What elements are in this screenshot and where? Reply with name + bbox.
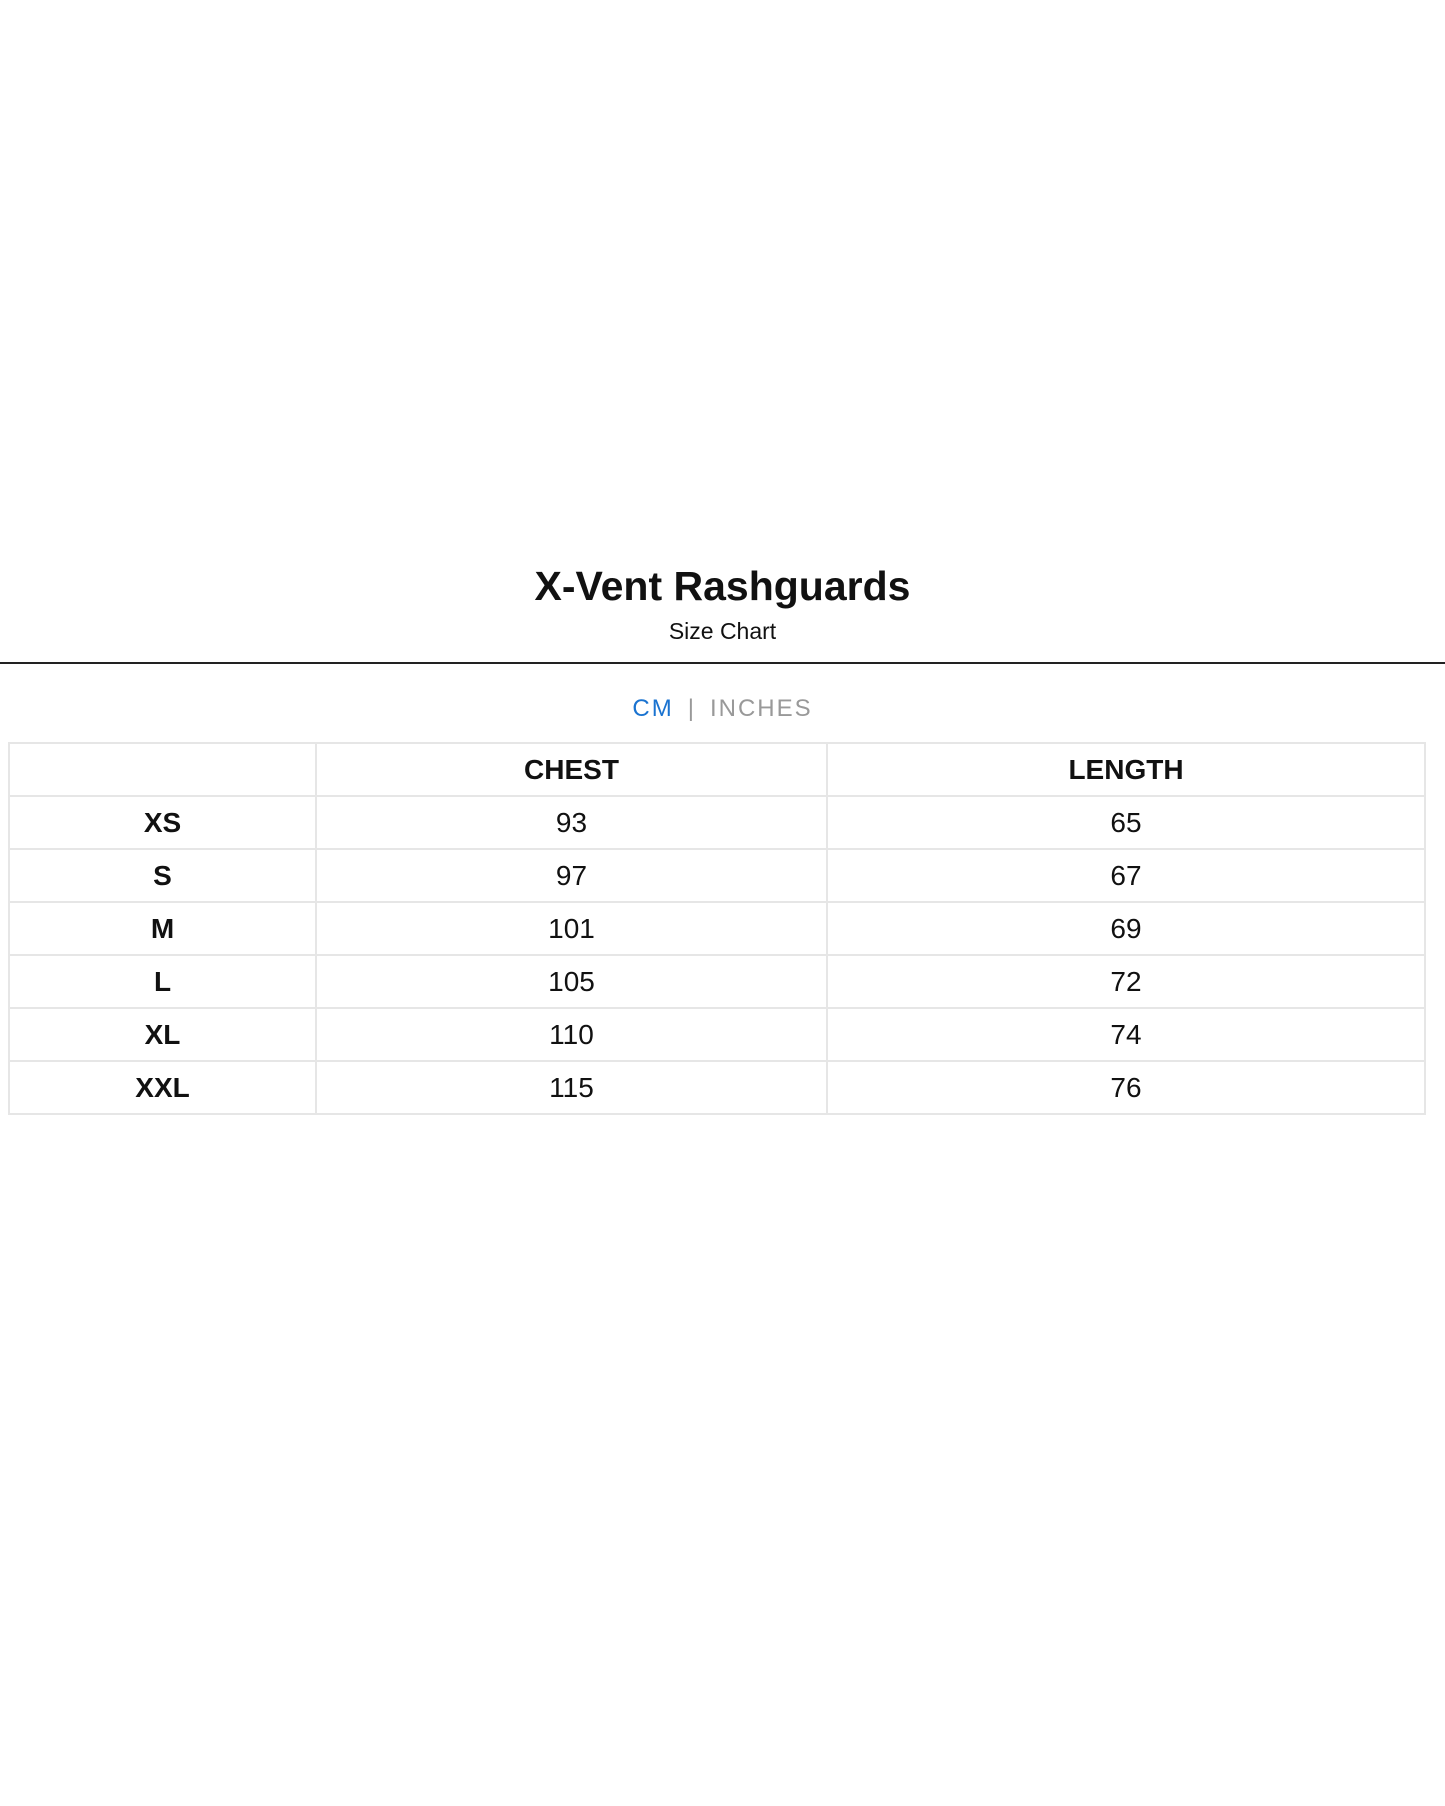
size-cell: S bbox=[8, 848, 317, 903]
table-row: XL 110 74 bbox=[8, 1007, 1426, 1062]
length-cell: 65 bbox=[826, 795, 1426, 850]
chest-cell: 101 bbox=[315, 901, 828, 956]
size-cell: XXL bbox=[8, 1060, 317, 1115]
size-table: CHEST LENGTH XS 93 65 S 97 67 M 101 69 L 105 72 XL 11… bbox=[8, 742, 1426, 1115]
unit-inches-button[interactable]: INCHES bbox=[709, 695, 813, 722]
header-chest: CHEST bbox=[315, 742, 828, 797]
header-length: LENGTH bbox=[826, 742, 1426, 797]
divider bbox=[0, 662, 1445, 664]
page-subtitle: Size Chart bbox=[668, 618, 777, 644]
page-title: X-Vent Rashguards bbox=[534, 563, 911, 609]
table-row: XS 93 65 bbox=[8, 795, 1426, 850]
chest-cell: 115 bbox=[315, 1060, 828, 1115]
unit-toggle: CM | INCHES bbox=[0, 695, 1445, 723]
table-row: S 97 67 bbox=[8, 848, 1426, 903]
chest-cell: 97 bbox=[315, 848, 828, 903]
table-row: XXL 115 76 bbox=[8, 1060, 1426, 1115]
length-cell: 67 bbox=[826, 848, 1426, 903]
size-cell: XL bbox=[8, 1007, 317, 1062]
chest-cell: 93 bbox=[315, 795, 828, 850]
length-cell: 74 bbox=[826, 1007, 1426, 1062]
table-row: L 105 72 bbox=[8, 954, 1426, 1009]
size-cell: L bbox=[8, 954, 317, 1009]
size-cell: XS bbox=[8, 795, 317, 850]
unit-cm-button[interactable]: CM bbox=[632, 695, 674, 722]
length-cell: 72 bbox=[826, 954, 1426, 1009]
length-cell: 69 bbox=[826, 901, 1426, 956]
length-cell: 76 bbox=[826, 1060, 1426, 1115]
unit-separator: | bbox=[687, 695, 696, 722]
chest-cell: 110 bbox=[315, 1007, 828, 1062]
table-header-row: CHEST LENGTH bbox=[8, 742, 1426, 797]
table-row: M 101 69 bbox=[8, 901, 1426, 956]
size-cell: M bbox=[8, 901, 317, 956]
chest-cell: 105 bbox=[315, 954, 828, 1009]
header-size bbox=[8, 742, 317, 797]
